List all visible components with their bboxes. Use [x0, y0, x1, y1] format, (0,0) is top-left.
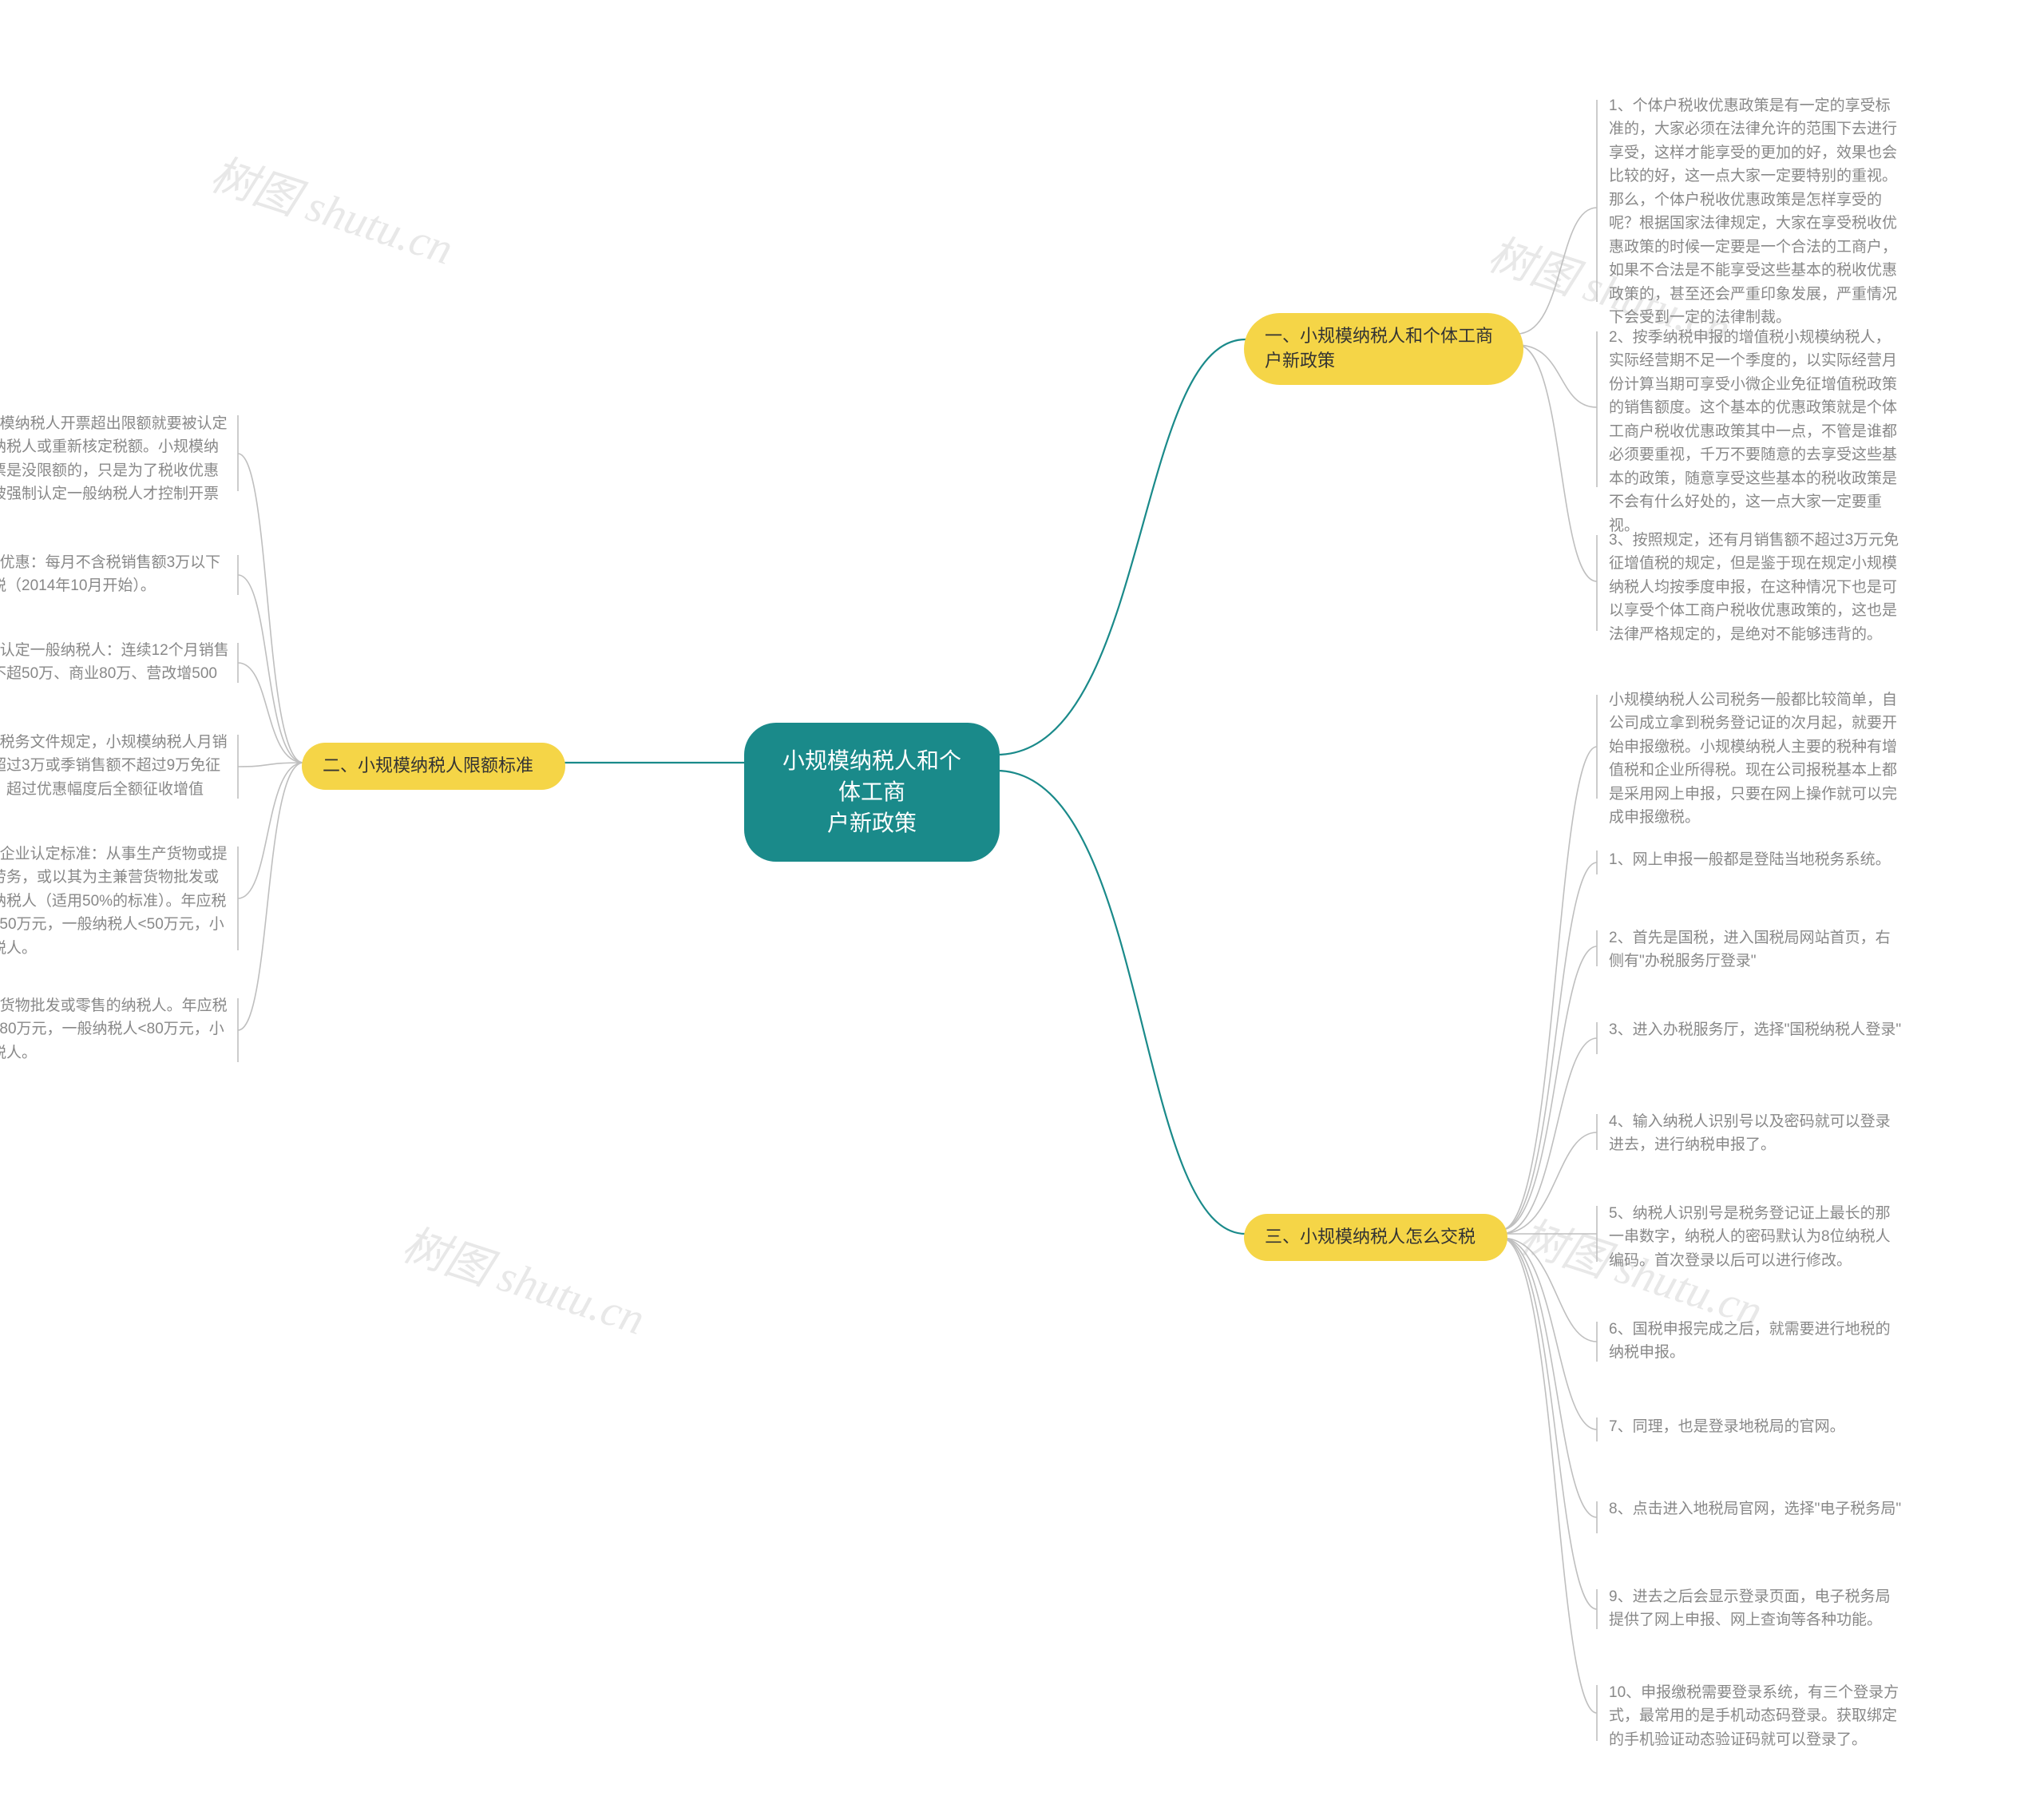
branch-1-leaf-2[interactable]: 2、按季纳税申报的增值税小规模纳税人，实际经营期不足一个季度的，以实际经营月份计… — [1609, 326, 1904, 537]
branch-3-leaf-6[interactable]: 6、国税申报完成之后，就需要进行地税的纳税申报。 — [1609, 1318, 1904, 1365]
branch-3-leaf-7[interactable]: 7、同理，也是登录地税局的官网。 — [1609, 1415, 1904, 1438]
branch-3-leaf-2[interactable]: 2、首先是国税，进入国税局网站首页，右侧有"办税服务厅登录" — [1609, 926, 1904, 973]
branch-3-leaf-4[interactable]: 4、输入纳税人识别号以及密码就可以登录进去，进行纳税申报了。 — [1609, 1110, 1904, 1157]
branch-3-label: 三、小规模纳税人怎么交税 — [1265, 1227, 1476, 1247]
branch-1[interactable]: 一、小规模纳税人和个体工商户新政策 — [1244, 313, 1523, 385]
branch-1-leaf-3[interactable]: 3、按照规定，还有月销售额不超过3万元免征增值税的规定，但是鉴于现在规定小规模纳… — [1609, 529, 1904, 646]
branch-3-leaf-5[interactable]: 5、纳税人识别号是税务登记证上最长的那一串数字，纳税人的密码默认为8位纳税人编码… — [1609, 1202, 1904, 1272]
branch-2-leaf-6[interactable]: 6、从事货物批发或零售的纳税人。年应税销售额≥80万元，一般纳税人<80万元，小… — [0, 994, 233, 1065]
central-line2: 户新政策 — [827, 811, 917, 835]
branch-3-leaf-0[interactable]: 小规模纳税人公司税务一般都比较简单，自公司成立拿到税务登记证的次月起，就要开始申… — [1609, 688, 1904, 830]
branch-2-leaf-1[interactable]: 1、小规模纳税人开票超出限额就要被认定为一般纳税人或重新核定税额。小规模纳税人开… — [0, 412, 233, 529]
central-line1: 小规模纳税人和个体工商 — [782, 748, 961, 804]
branch-3-leaf-1[interactable]: 1、网上申报一般都是登陆当地税务系统。 — [1609, 848, 1904, 871]
branch-2-leaf-5[interactable]: 5、小微企业认定标准：从事生产货物或提供应税劳务，或以其为主兼营货物批发或零售的… — [0, 843, 233, 960]
branch-3-leaf-10[interactable]: 10、申报缴税需要登录系统，有三个登录方式，最常用的是手机动态码登录。获取绑定的… — [1609, 1681, 1904, 1751]
branch-3-leaf-3[interactable]: 3、进入办税服务厅，选择"国税纳税人登录" — [1609, 1018, 1904, 1041]
branch-2-leaf-4[interactable]: 4、有关税务文件规定，小规模纳税人月销售额不超过3万或季销售额不超过9万免征增值… — [0, 731, 233, 825]
branch-2[interactable]: 二、小规模纳税人限额标准 — [302, 743, 565, 790]
branch-3-leaf-8[interactable]: 8、点击进入地税局官网，选择"电子税务局" — [1609, 1497, 1904, 1521]
branch-2-leaf-3[interactable]: 3、强制认定一般纳税人：连续12个月销售额工业不超50万、商业80万、营改增50… — [0, 639, 233, 709]
branch-1-leaf-1[interactable]: 1、个体户税收优惠政策是有一定的享受标准的，大家必须在法律允许的范围下去进行享受… — [1609, 94, 1904, 329]
branch-1-label: 一、小规模纳税人和个体工商户新政策 — [1265, 326, 1493, 371]
mindmap-canvas: 树图 shutu.cn 树图 shutu.cn 树图 shutu.cn 树图 s… — [0, 0, 2044, 1820]
central-topic[interactable]: 小规模纳税人和个体工商 户新政策 — [744, 723, 1000, 862]
watermark: 树图 shutu.cn — [204, 138, 462, 277]
branch-3[interactable]: 三、小规模纳税人怎么交税 — [1244, 1214, 1507, 1261]
branch-2-label: 二、小规模纳税人限额标准 — [323, 755, 533, 775]
watermark: 树图 shutu.cn — [395, 1208, 654, 1347]
branch-2-leaf-2[interactable]: 2、税收优惠：每月不含税销售额3万以下免增值税（2014年10月开始）。 — [0, 551, 233, 598]
branch-3-leaf-9[interactable]: 9、进去之后会显示登录页面，电子税务局提供了网上申报、网上查询等各种功能。 — [1609, 1585, 1904, 1632]
